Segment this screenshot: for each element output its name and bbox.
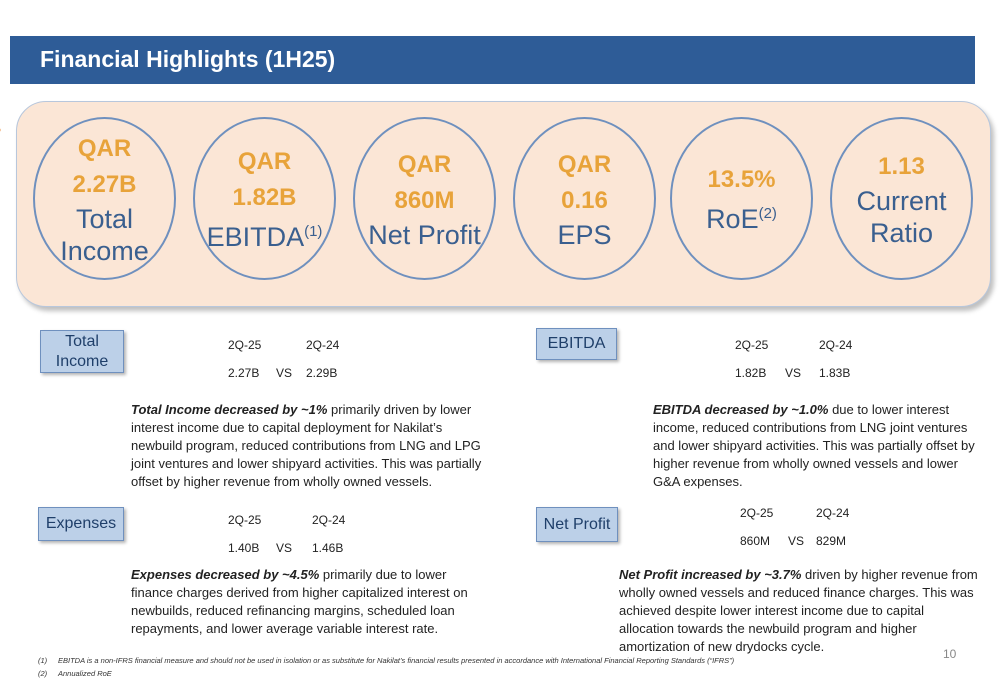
kpi-value-currency: QAR	[397, 150, 452, 178]
kpi-value-currency: QAR	[557, 150, 612, 178]
kpi-value-currency: QAR	[77, 134, 132, 162]
description-body: driven by higher revenue from wholly own…	[619, 567, 978, 654]
kpi-label: EBITDA(1)	[207, 216, 323, 253]
tag-expenses: Expenses	[38, 507, 124, 541]
value-prior: 2.29B	[306, 366, 338, 380]
value-current: 860M	[740, 534, 771, 548]
kpi-value: 0.16	[561, 186, 608, 214]
page-title: Financial Highlights (1H25)	[40, 46, 336, 72]
description-body: primarily due to lower finance charges d…	[131, 567, 468, 636]
description-lead: Expenses decreased by ~4.5%	[131, 567, 320, 582]
kpi-label: RoE(2)	[706, 198, 777, 235]
net-profit-description: Net Profit increased by ~3.7% driven by …	[619, 566, 981, 656]
kpi-net-profit: QAR 860M Net Profit	[353, 117, 496, 280]
kpi-value: 13.5%	[707, 166, 776, 193]
footnote-1: (1) EBITDA is a non-IFRS financial measur…	[38, 656, 734, 665]
description-lead: EBITDA decreased by ~1.0%	[653, 402, 829, 417]
footnote-2: (2) Annualized RoE	[38, 669, 112, 678]
value-current: 1.40B	[228, 541, 260, 555]
kpi-label-text: EBITDA	[206, 222, 305, 252]
description-lead: Net Profit increased by ~3.7%	[619, 567, 802, 582]
period-prior-label: 2Q-24	[306, 338, 340, 352]
vs-label: VS	[785, 366, 802, 380]
ebitda-description: EBITDA decreased by ~1.0% due to lower i…	[653, 401, 975, 491]
kpi-panel	[16, 101, 991, 307]
tag-ebitda: EBITDA	[536, 328, 617, 360]
value-current: 1.82B	[735, 366, 767, 380]
kpi-label: Net Profit	[368, 219, 481, 250]
period-prior-label: 2Q-24	[312, 513, 346, 527]
tag-label-line2: Income	[55, 352, 109, 370]
description-body: due to lower interest income, reduced co…	[653, 402, 975, 489]
kpi-label: Current	[856, 185, 947, 216]
kpi-label: EPS	[557, 219, 612, 250]
kpi-label-line2: Ratio	[869, 217, 934, 248]
period-prior-label: 2Q-24	[816, 506, 850, 520]
value-prior: 1.46B	[312, 541, 344, 555]
period-prior-label: 2Q-24	[819, 338, 853, 352]
tag-net-profit: Net Profit	[536, 507, 618, 542]
page-number: 10	[943, 647, 957, 661]
kpi-label-text: RoE	[706, 204, 759, 234]
period-current-label: 2Q-25	[228, 338, 262, 352]
period-current-label: 2Q-25	[740, 506, 774, 520]
kpi-value-currency: QAR	[237, 148, 292, 175]
value-prior: 1.83B	[819, 366, 851, 380]
kpi-eps: QAR 0.16 EPS	[513, 117, 656, 280]
tag-total-income: Total Income	[40, 330, 124, 373]
description-body: primarily driven by lower interest incom…	[131, 402, 482, 489]
vs-label: VS	[276, 541, 293, 555]
tag-label: Net Profit	[543, 515, 611, 533]
kpi-value: 1.13	[878, 152, 925, 180]
kpi-value: 1.82B	[232, 184, 297, 211]
footnote-number: (2)	[38, 669, 48, 678]
kpi-total-income: QAR 2.27B Total Income	[33, 117, 176, 280]
footnote-ref: (1)	[304, 223, 323, 240]
period-current-label: 2Q-25	[735, 338, 769, 352]
logo-fragment-decoration	[0, 128, 1, 132]
total-income-description: Total Income decreased by ~1% primarily …	[131, 401, 483, 491]
value-current: 2.27B	[228, 366, 260, 380]
tag-label: Expenses	[45, 515, 117, 532]
footnote-text: EBITDA is a non-IFRS financial measure a…	[58, 656, 735, 665]
kpi-current-ratio: 1.13 Current Ratio	[830, 117, 973, 280]
title-bar: Financial Highlights (1H25)	[10, 36, 975, 84]
period-current-label: 2Q-25	[228, 513, 262, 527]
tag-label: Total	[65, 332, 99, 350]
value-prior: 829M	[816, 534, 847, 548]
kpi-value: 860M	[394, 186, 455, 214]
footnote-ref: (2)	[758, 205, 777, 222]
vs-label: VS	[276, 366, 293, 380]
kpi-roe: 13.5% RoE(2)	[670, 117, 813, 280]
vs-label: VS	[788, 534, 805, 548]
kpi-label-line2: Income	[60, 235, 149, 266]
kpi-value: 2.27B	[72, 170, 137, 198]
description-lead: Total Income decreased by ~1%	[131, 402, 328, 417]
footnote-number: (1)	[38, 656, 48, 665]
expenses-description: Expenses decreased by ~4.5% primarily du…	[131, 566, 491, 638]
tag-label: EBITDA	[547, 335, 606, 352]
kpi-label: Total	[75, 203, 134, 234]
footnote-text: Annualized RoE	[58, 669, 112, 678]
kpi-ebitda: QAR 1.82B EBITDA(1)	[193, 117, 336, 280]
